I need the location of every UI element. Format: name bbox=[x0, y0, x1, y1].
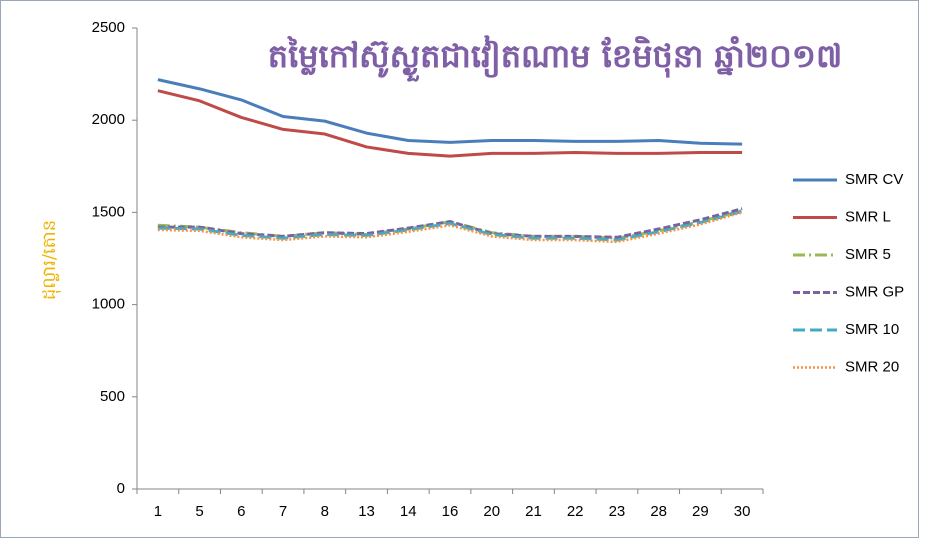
x-tick-label: 7 bbox=[279, 503, 287, 520]
x-tick-label: 23 bbox=[609, 503, 626, 520]
x-tick-label: 22 bbox=[567, 503, 584, 520]
series-line bbox=[157, 211, 743, 244]
legend-label: SMR 20 bbox=[845, 358, 899, 375]
chart-title: តម្លៃកៅស៊ូស្ងួតជាវៀតណាម ខែមិថុនា ឆ្នាំ២០… bbox=[268, 35, 842, 82]
y-tick-label: 500 bbox=[100, 388, 125, 405]
series-line bbox=[157, 78, 743, 146]
y-axis-label: ដុល្លារ/តោន bbox=[39, 220, 61, 300]
legend-label: SMR 5 bbox=[845, 246, 891, 263]
y-tick-label: 2000 bbox=[92, 111, 125, 128]
series-line bbox=[157, 89, 743, 158]
x-tick-label: 13 bbox=[358, 503, 375, 520]
y-tick-label: 1500 bbox=[92, 203, 125, 220]
x-tick-label: 6 bbox=[237, 503, 245, 520]
x-tick-label: 5 bbox=[195, 503, 203, 520]
x-tick-label: 14 bbox=[400, 503, 417, 520]
series-line bbox=[157, 207, 743, 239]
y-tick-label: 0 bbox=[117, 480, 125, 497]
y-tick-label: 1000 bbox=[92, 296, 125, 313]
legend-label: SMR CV bbox=[845, 171, 903, 188]
x-tick-label: 30 bbox=[734, 503, 751, 520]
legend-label: SMR 10 bbox=[845, 321, 899, 338]
series-line bbox=[157, 210, 743, 242]
x-tick-label: 1 bbox=[154, 503, 162, 520]
x-tick-label: 20 bbox=[483, 503, 500, 520]
y-tick-label: 2500 bbox=[92, 19, 125, 36]
x-tick-label: 21 bbox=[525, 503, 542, 520]
x-tick-label: 28 bbox=[650, 503, 667, 520]
x-tick-label: 29 bbox=[692, 503, 709, 520]
legend-label: SMR GP bbox=[845, 283, 904, 300]
x-tick-label: 16 bbox=[442, 503, 459, 520]
x-tick-label: 8 bbox=[321, 503, 329, 520]
legend-label: SMR L bbox=[845, 208, 891, 225]
